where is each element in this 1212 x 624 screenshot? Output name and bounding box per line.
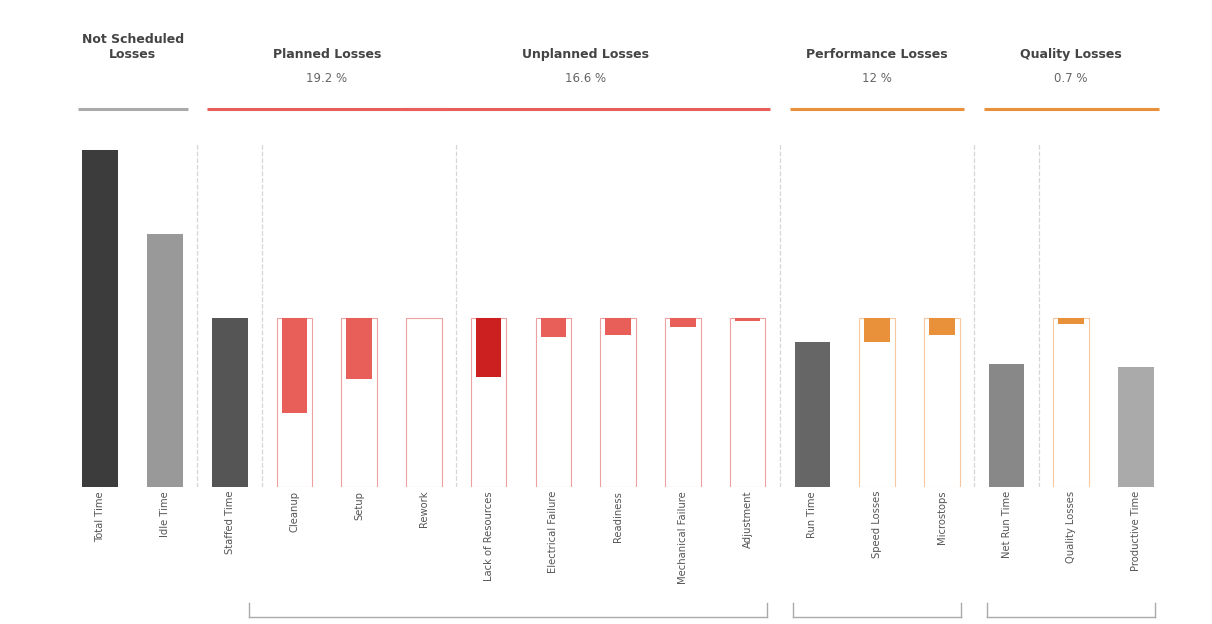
Bar xyxy=(281,318,308,412)
Text: 19.2 %: 19.2 % xyxy=(307,72,348,85)
Bar xyxy=(670,318,696,327)
Text: Unplanned Losses: Unplanned Losses xyxy=(522,48,650,61)
Bar xyxy=(82,150,118,487)
Text: Quality Losses: Quality Losses xyxy=(1021,48,1122,61)
Bar xyxy=(734,318,760,321)
Bar xyxy=(470,318,507,487)
Bar xyxy=(342,318,377,487)
Bar xyxy=(347,318,372,379)
Text: 16.6 %: 16.6 % xyxy=(565,72,606,85)
Bar xyxy=(859,318,894,487)
Text: Planned Losses: Planned Losses xyxy=(273,48,381,61)
Text: 0.7 %: 0.7 % xyxy=(1054,72,1088,85)
Bar xyxy=(1058,318,1084,323)
Bar xyxy=(730,318,766,487)
Bar xyxy=(989,364,1024,487)
Bar xyxy=(212,318,247,487)
Bar xyxy=(147,235,183,487)
Text: Not Scheduled
Losses: Not Scheduled Losses xyxy=(81,33,184,61)
Text: 12 %: 12 % xyxy=(862,72,892,85)
Bar xyxy=(541,318,566,337)
Bar xyxy=(928,318,955,335)
Bar xyxy=(406,318,441,487)
Bar xyxy=(1053,318,1090,487)
Bar xyxy=(795,342,830,487)
Bar xyxy=(276,318,313,487)
Text: Performance Losses: Performance Losses xyxy=(806,48,948,61)
Bar xyxy=(924,318,960,487)
Bar xyxy=(1119,368,1154,487)
Bar xyxy=(864,318,890,342)
Bar xyxy=(605,318,631,335)
Bar xyxy=(600,318,636,487)
Bar xyxy=(665,318,701,487)
Bar xyxy=(476,318,502,378)
Bar xyxy=(536,318,571,487)
